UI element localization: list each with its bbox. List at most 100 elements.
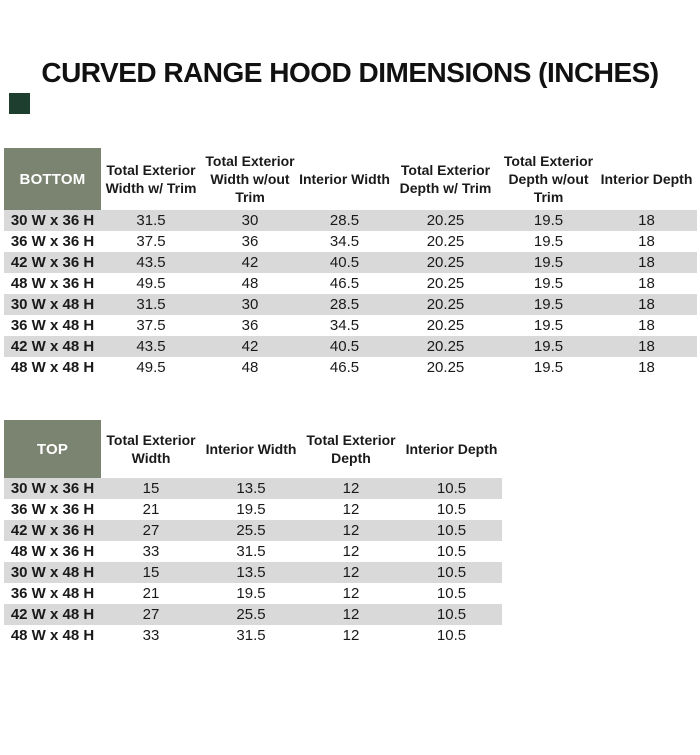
table-row: 30 W x 48 H 31.5 30 28.5 20.25 19.5 18 — [4, 294, 697, 316]
column-header: Total Exterior Depth w/ Trim — [390, 148, 501, 211]
row-label: 42 W x 48 H — [10, 606, 95, 624]
table-corner-label: BOTTOM — [4, 148, 101, 211]
dimension-cell: 12 — [342, 522, 360, 540]
dimension-cell: 42 — [241, 254, 259, 272]
table-row: 42 W x 48 H 43.5 42 40.5 20.25 19.5 18 — [4, 336, 697, 358]
dimension-cell: 36 — [241, 233, 259, 251]
column-header: Interior Depth — [401, 420, 502, 479]
row-label: 48 W x 36 H — [10, 275, 95, 293]
column-header: Interior Width — [201, 420, 301, 479]
table-row: 30 W x 36 H 15 13.5 12 10.5 — [4, 478, 502, 500]
dimension-cell: 12 — [342, 627, 360, 645]
dimension-cell: 21 — [142, 501, 160, 519]
dimension-cell: 10.5 — [436, 543, 467, 561]
top-dimensions-table: TOP Total Exterior Width Interior Width Tot… — [4, 420, 502, 647]
row-label: 48 W x 36 H — [10, 543, 95, 561]
dimension-cell: 30 — [241, 296, 259, 314]
dimension-cell: 25.5 — [236, 522, 266, 540]
dimension-cell: 13.5 — [236, 480, 266, 498]
dimension-cell: 18 — [638, 212, 655, 230]
row-label: 36 W x 48 H — [10, 317, 95, 335]
dimension-cell: 18 — [638, 338, 655, 356]
bottom-table-header: BOTTOM Total Exterior Width w/ Trim Total … — [4, 148, 697, 211]
dimension-cell: 20.25 — [426, 296, 465, 314]
dimension-cell: 13.5 — [236, 564, 266, 582]
table-row: 48 W x 36 H 49.5 48 46.5 20.25 19.5 18 — [4, 273, 697, 295]
dimension-cell: 28.5 — [329, 296, 360, 314]
column-header: Total Exterior Width w/ Trim — [101, 148, 201, 211]
dimension-cell: 28.5 — [329, 212, 360, 230]
dimension-cell: 30 — [241, 212, 259, 230]
dimension-cell: 10.5 — [436, 585, 467, 603]
dimension-cell: 19.5 — [533, 233, 564, 251]
row-label: 30 W x 48 H — [10, 296, 95, 314]
table-row: 36 W x 36 H 21 19.5 12 10.5 — [4, 499, 502, 521]
dimension-cell: 15 — [142, 480, 160, 498]
dimension-cell: 36 — [241, 317, 259, 335]
dimension-cell: 19.5 — [236, 585, 266, 603]
dimension-cell: 21 — [142, 585, 160, 603]
dimension-cell: 18 — [638, 233, 655, 251]
dimension-cell: 31.5 — [236, 543, 266, 561]
dimension-cell: 18 — [638, 275, 655, 293]
table-row: 36 W x 36 H 37.5 36 34.5 20.25 19.5 18 — [4, 231, 697, 253]
dimension-cell: 18 — [638, 254, 655, 272]
table-row: 42 W x 36 H 43.5 42 40.5 20.25 19.5 18 — [4, 252, 697, 274]
row-label: 30 W x 36 H — [10, 212, 95, 230]
row-label: 42 W x 36 H — [10, 522, 95, 540]
dimension-cell: 48 — [241, 275, 259, 293]
column-header: Interior Depth — [596, 148, 697, 211]
dimension-cell: 20.25 — [426, 338, 465, 356]
table-row: 48 W x 48 H 33 31.5 12 10.5 — [4, 625, 502, 647]
table-row: 30 W x 36 H 31.5 30 28.5 20.25 19.5 18 — [4, 210, 697, 232]
dimension-cell: 12 — [342, 480, 360, 498]
dimension-cell: 33 — [142, 543, 160, 561]
row-label: 48 W x 48 H — [10, 627, 95, 645]
dimension-cell: 10.5 — [436, 564, 467, 582]
column-header: Total Exterior Depth w/out Trim — [501, 148, 596, 211]
dimension-cell: 49.5 — [136, 275, 166, 293]
page-title: CURVED RANGE HOOD DIMENSIONS (INCHES) — [41, 57, 659, 88]
header-row: TOP Total Exterior Width Interior Width Tot… — [4, 420, 502, 479]
dimension-cell: 12 — [342, 564, 360, 582]
row-label: 36 W x 36 H — [10, 233, 95, 251]
row-label: 30 W x 48 H — [10, 564, 95, 582]
bottom-table-body: 30 W x 36 H 31.5 30 28.5 20.25 19.5 18 36 W x 3… — [4, 210, 697, 379]
table-row: 36 W x 48 H 37.5 36 34.5 20.25 19.5 18 — [4, 315, 697, 337]
dimension-cell: 19.5 — [533, 338, 564, 356]
dimension-cell: 20.25 — [426, 254, 465, 272]
top-table-body: 30 W x 36 H 15 13.5 12 10.5 36 W x 36 H 21 19.5… — [4, 478, 502, 647]
dimension-cell: 19.5 — [533, 212, 564, 230]
column-header: Total Exterior Width w/out Trim — [201, 148, 299, 211]
dimension-cell: 19.5 — [533, 317, 564, 335]
table-row: 48 W x 48 H 49.5 48 46.5 20.25 19.5 18 — [4, 357, 697, 379]
dimension-cell: 18 — [638, 296, 655, 314]
row-label: 42 W x 36 H — [10, 254, 95, 272]
dimension-cell: 20.25 — [426, 212, 465, 230]
dimension-cell: 46.5 — [329, 275, 360, 293]
table-row: 48 W x 36 H 33 31.5 12 10.5 — [4, 541, 502, 563]
column-header: Total Exterior Depth — [301, 420, 401, 479]
header-row: BOTTOM Total Exterior Width w/ Trim Total … — [4, 148, 697, 211]
dimension-cell: 19.5 — [533, 296, 564, 314]
dimension-cell: 10.5 — [436, 501, 467, 519]
dimension-cell: 37.5 — [136, 317, 166, 335]
top-table-header: TOP Total Exterior Width Interior Width Tot… — [4, 420, 502, 479]
table-row: 42 W x 48 H 27 25.5 12 10.5 — [4, 604, 502, 626]
row-label: 36 W x 48 H — [10, 585, 95, 603]
dimension-cell: 15 — [142, 564, 160, 582]
dimension-cell: 31.5 — [136, 296, 166, 314]
dimension-cell: 49.5 — [136, 359, 166, 377]
dimension-cell: 43.5 — [136, 254, 166, 272]
dimension-cell: 34.5 — [329, 233, 360, 251]
dimension-cell: 27 — [142, 522, 160, 540]
table-row: 30 W x 48 H 15 13.5 12 10.5 — [4, 562, 502, 584]
row-label: 42 W x 48 H — [10, 338, 95, 356]
dimension-cell: 10.5 — [436, 627, 467, 645]
dimension-cell: 40.5 — [329, 254, 360, 272]
dimension-cell: 20.25 — [426, 317, 465, 335]
dimension-cell: 37.5 — [136, 233, 166, 251]
dimension-cell: 25.5 — [236, 606, 266, 624]
dimension-cell: 12 — [342, 606, 360, 624]
table-row: 36 W x 48 H 21 19.5 12 10.5 — [4, 583, 502, 605]
